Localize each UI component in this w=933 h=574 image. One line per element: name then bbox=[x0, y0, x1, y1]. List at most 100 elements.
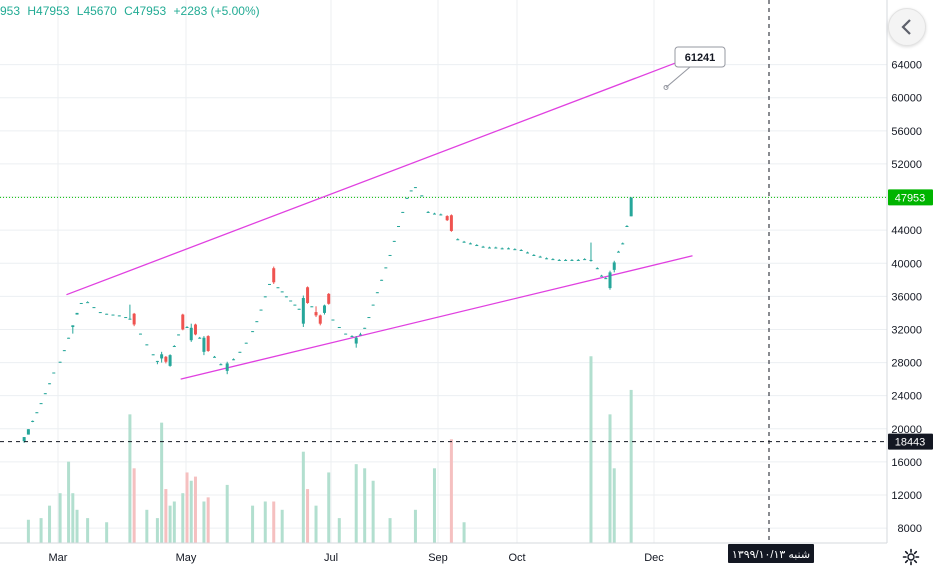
candle-body bbox=[268, 283, 271, 285]
volume-bar bbox=[589, 356, 593, 543]
candle bbox=[189, 323, 193, 342]
volume-bar bbox=[337, 518, 341, 543]
candle bbox=[58, 361, 62, 363]
candle-body bbox=[67, 337, 71, 339]
price-tick-label: 64000 bbox=[891, 60, 922, 72]
candle-body bbox=[420, 195, 424, 197]
candle-body bbox=[576, 259, 580, 261]
candle bbox=[244, 342, 248, 344]
candle-body bbox=[145, 344, 149, 346]
time-tick-label: Jul bbox=[324, 552, 338, 564]
candle-body bbox=[272, 268, 276, 283]
callout-stem bbox=[665, 66, 691, 88]
time-axis[interactable]: Mar May Jul Sep Oct Dec bbox=[49, 552, 665, 564]
candle bbox=[117, 315, 121, 317]
volume-bar bbox=[86, 518, 90, 543]
candle-body bbox=[177, 334, 181, 336]
candle-body bbox=[629, 197, 633, 217]
candle-body bbox=[487, 247, 491, 249]
crosshair-date-badge bbox=[728, 544, 814, 563]
candle bbox=[344, 333, 348, 335]
candle-body bbox=[206, 336, 210, 351]
candle-body bbox=[532, 254, 536, 256]
candle-body bbox=[595, 268, 599, 270]
candle-body bbox=[284, 296, 288, 298]
candle-body bbox=[358, 334, 362, 336]
candle-body bbox=[426, 211, 430, 213]
candle bbox=[314, 306, 318, 318]
grid bbox=[0, 0, 887, 543]
candle-body bbox=[371, 304, 375, 306]
candle-body bbox=[468, 243, 472, 245]
volume-bar bbox=[75, 509, 79, 543]
candle-body bbox=[193, 324, 197, 335]
chart-settings-button[interactable] bbox=[900, 546, 922, 568]
volume-bar bbox=[172, 501, 176, 543]
volume-bar bbox=[185, 472, 189, 543]
candle-body bbox=[401, 211, 405, 213]
candles bbox=[22, 187, 633, 443]
trendlines[interactable] bbox=[66, 62, 693, 380]
candle bbox=[608, 270, 612, 290]
candle bbox=[413, 187, 417, 189]
candle-body bbox=[513, 249, 517, 251]
candle-body bbox=[98, 312, 102, 314]
candle bbox=[251, 331, 255, 333]
candle-body bbox=[92, 307, 96, 309]
candle bbox=[39, 403, 43, 405]
candle bbox=[401, 211, 405, 213]
candle bbox=[92, 307, 96, 309]
trendline[interactable] bbox=[180, 255, 693, 380]
candle-body bbox=[475, 245, 479, 247]
candle bbox=[604, 277, 608, 280]
candle-body bbox=[354, 337, 358, 344]
volume-bar bbox=[164, 489, 168, 543]
candle bbox=[337, 326, 341, 328]
volume-bar bbox=[363, 468, 367, 543]
candle bbox=[350, 335, 354, 338]
candle bbox=[557, 259, 561, 261]
candle-body bbox=[363, 327, 367, 329]
price-callout[interactable]: 61241 bbox=[665, 46, 726, 88]
candle-body bbox=[388, 254, 392, 256]
candle bbox=[570, 259, 574, 261]
candle bbox=[284, 296, 288, 298]
candle-body bbox=[151, 354, 155, 356]
candle bbox=[263, 296, 267, 298]
candle-body bbox=[164, 356, 168, 362]
candle-body bbox=[449, 215, 453, 231]
candle bbox=[576, 259, 580, 261]
volume-bar bbox=[168, 505, 172, 543]
candle-body bbox=[481, 246, 485, 248]
price-axis[interactable]: 6400060000560005200048000440004000036000… bbox=[891, 60, 922, 536]
price-tick-label: 8000 bbox=[898, 523, 922, 535]
collapse-toolbar-button[interactable] bbox=[888, 8, 926, 46]
volume-bar bbox=[202, 501, 206, 543]
candle bbox=[449, 214, 453, 232]
candle bbox=[445, 215, 449, 222]
candle bbox=[71, 325, 75, 334]
candle-body bbox=[39, 403, 43, 405]
candle-body bbox=[612, 262, 616, 270]
candle bbox=[551, 258, 555, 261]
candle bbox=[564, 259, 568, 261]
candle-body bbox=[331, 319, 335, 321]
volume-bar bbox=[327, 472, 331, 543]
volume-bar bbox=[301, 451, 305, 543]
candle bbox=[48, 383, 52, 385]
trendline[interactable] bbox=[66, 62, 676, 296]
callout-box[interactable] bbox=[674, 46, 726, 68]
time-tick-label: Mar bbox=[49, 552, 68, 564]
candle-body bbox=[462, 241, 466, 243]
price-tick-label: 44000 bbox=[891, 225, 922, 237]
crosshair-date-label: شنبه ۱۳۹۹/۱۰/۱۳ bbox=[732, 549, 810, 561]
volume-bar bbox=[67, 461, 71, 543]
candle-body bbox=[219, 364, 223, 366]
volume-bar bbox=[263, 501, 267, 543]
volume-bar bbox=[132, 468, 136, 543]
candle-body bbox=[506, 248, 510, 250]
candle bbox=[168, 354, 172, 367]
candle bbox=[238, 351, 242, 353]
